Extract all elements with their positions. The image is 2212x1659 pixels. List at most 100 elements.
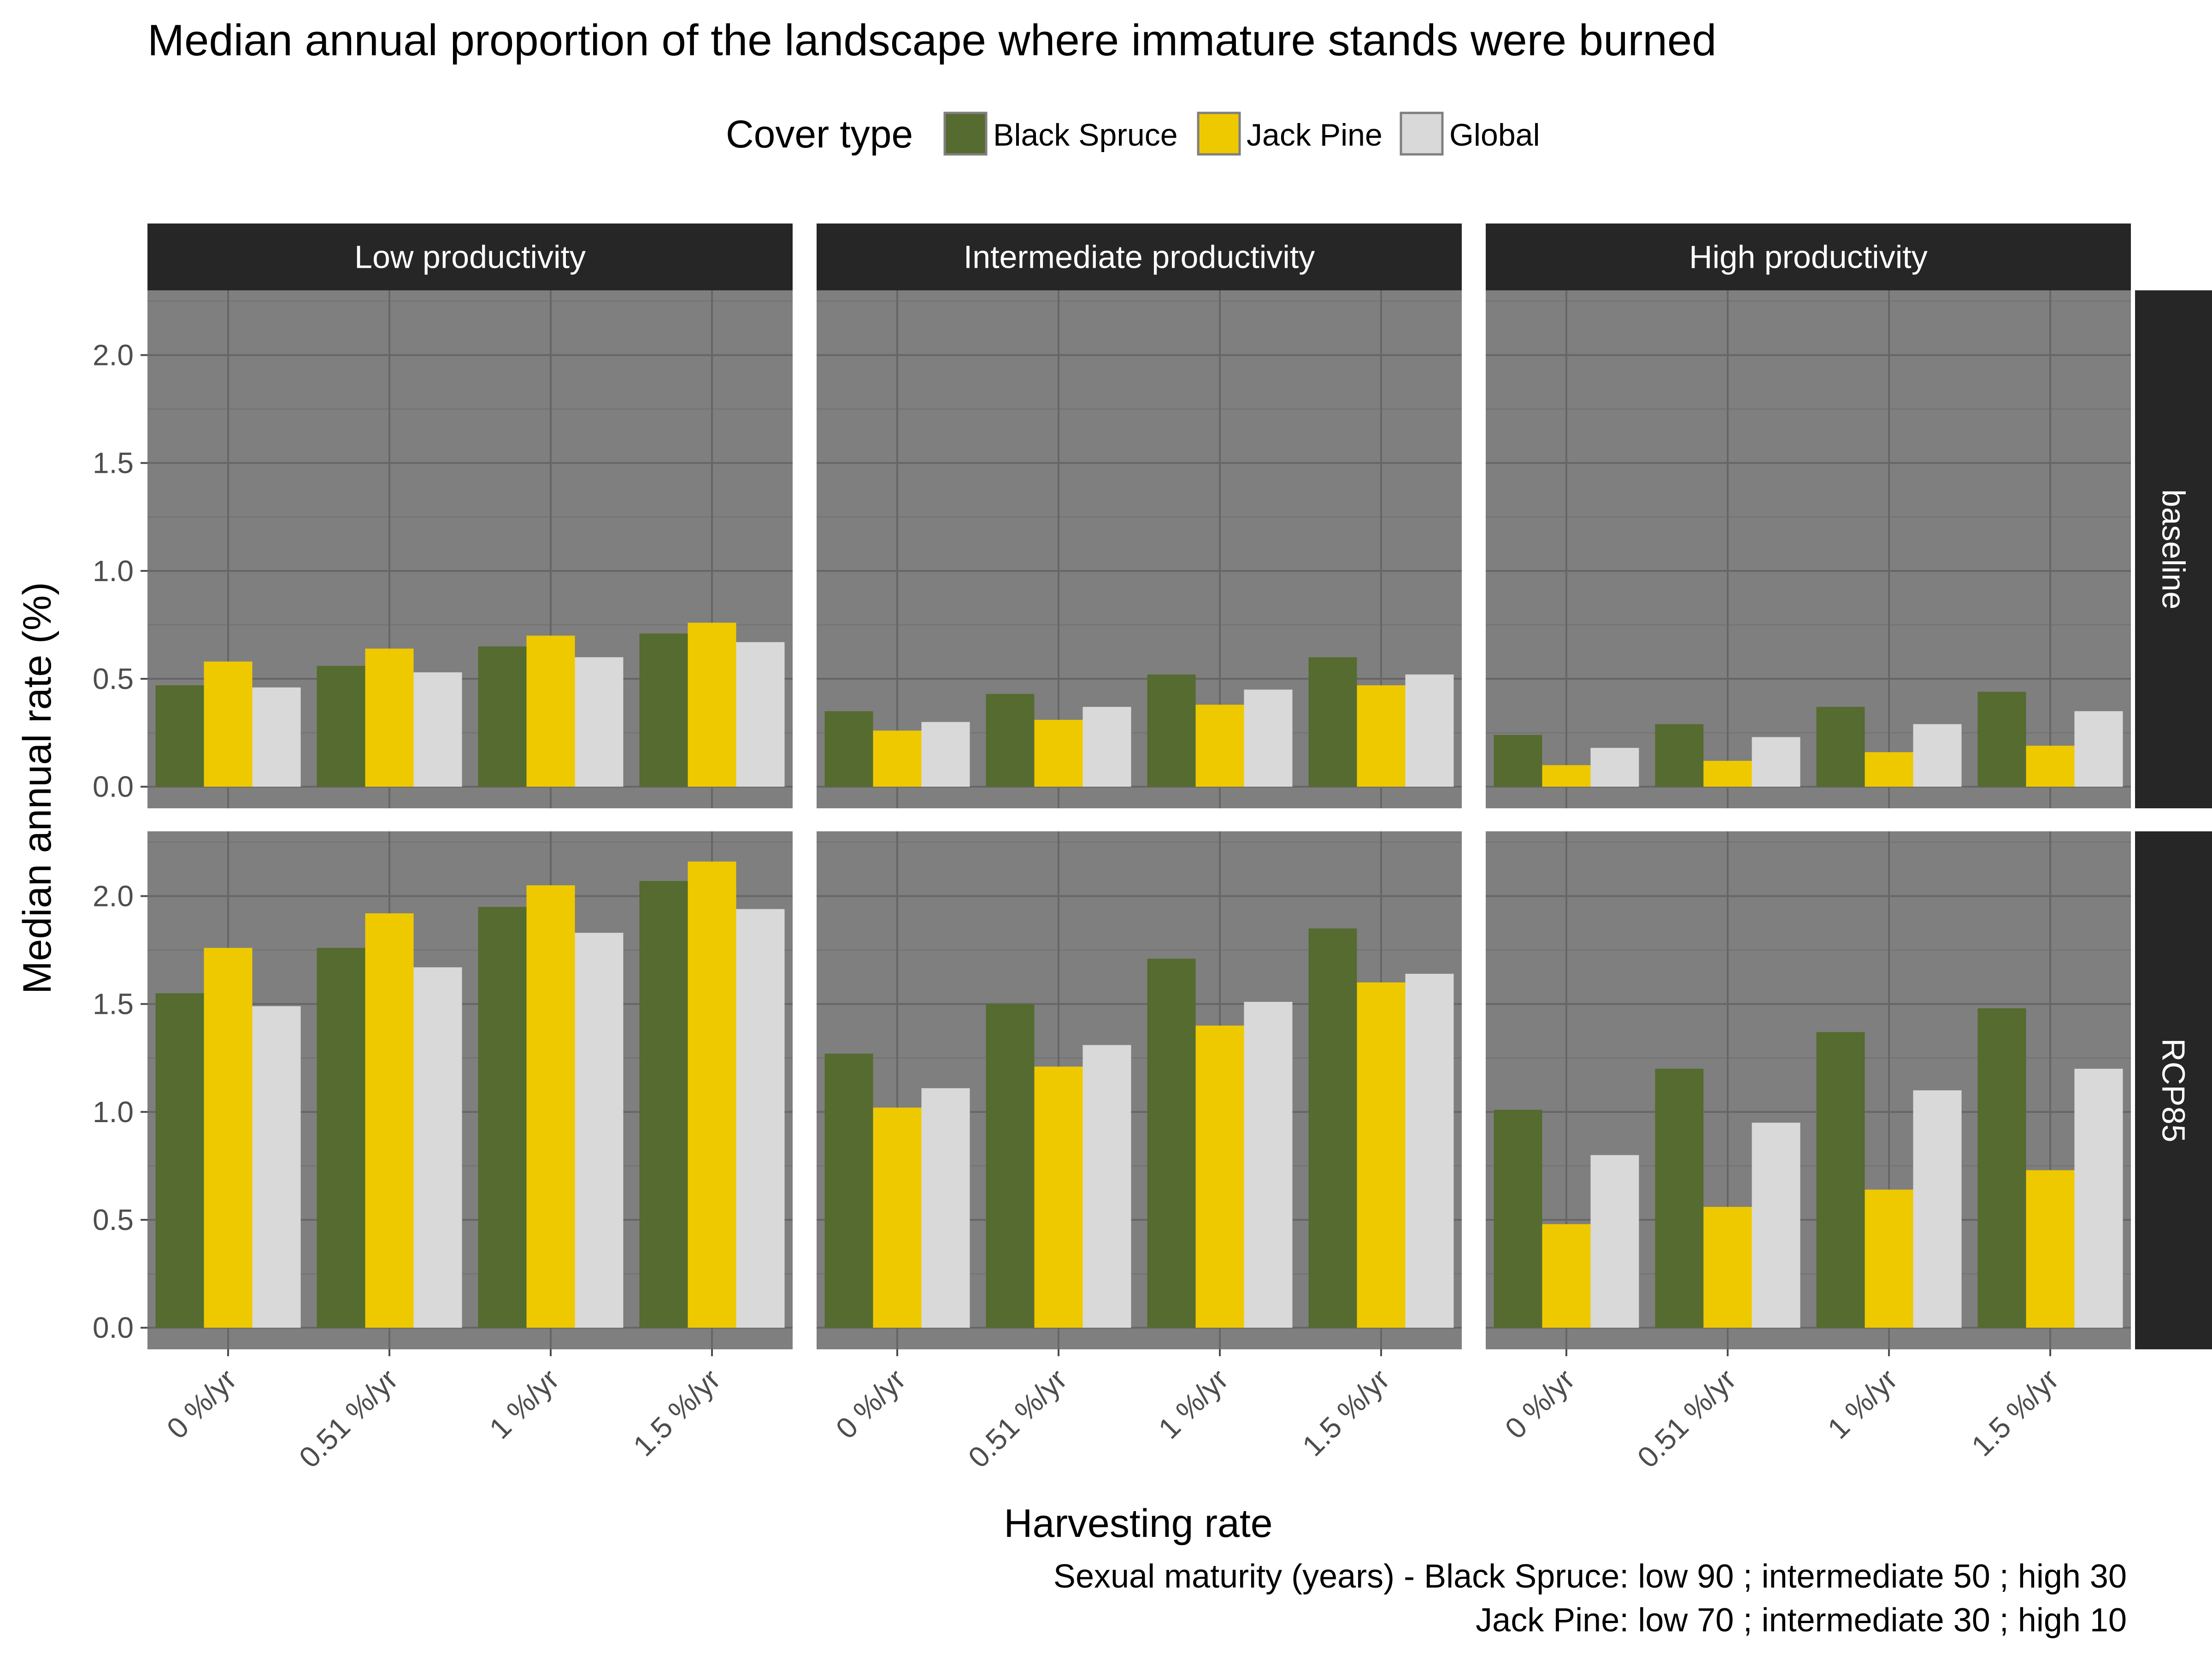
bar-jack-pine-1-5-yr — [2026, 746, 2075, 787]
bar-jack-pine-0-51-yr — [1034, 719, 1083, 787]
bar-global-0-yr — [252, 687, 301, 787]
y-tick-label: 2.0 — [93, 339, 134, 372]
bar-black-spruce-1-5-yr — [1308, 657, 1357, 787]
strip-label-baseline: baseline — [2156, 489, 2192, 610]
legend-label-global: Global — [1449, 118, 1540, 153]
y-tick-label: 0.5 — [93, 662, 134, 695]
bar-black-spruce-1-yr — [1147, 959, 1196, 1328]
y-tick-label: 2.0 — [93, 880, 134, 913]
bar-black-spruce-0-yr — [1494, 735, 1542, 787]
bar-global-0-51-yr — [1752, 1123, 1800, 1328]
bar-jack-pine-0-51-yr — [1034, 1066, 1083, 1328]
bar-global-1-yr — [575, 933, 624, 1328]
bar-black-spruce-1-yr — [478, 906, 527, 1328]
bar-jack-pine-0-yr — [1542, 765, 1591, 787]
bar-global-1-yr — [1913, 1090, 1962, 1328]
bar-jack-pine-0-51-yr — [365, 913, 414, 1328]
panel-rcp85-intermediate-productivity: 0 %/yr 0.51 %/yr 1 %/yr 1.5 %/yr — [817, 831, 1462, 1474]
bar-jack-pine-1-5-yr — [1357, 685, 1406, 787]
bar-global-1-5-yr — [1405, 974, 1454, 1328]
bar-global-0-51-yr — [1082, 1045, 1131, 1328]
bar-black-spruce-0-yr — [1494, 1110, 1542, 1328]
bar-black-spruce-1-5-yr — [639, 633, 688, 787]
bar-black-spruce-0-yr — [824, 1053, 873, 1328]
panel-background — [1486, 290, 2131, 808]
bar-black-spruce-0-51-yr — [317, 665, 365, 787]
bar-jack-pine-1-yr — [526, 885, 575, 1328]
bar-jack-pine-0-51-yr — [365, 648, 414, 787]
bar-black-spruce-1-yr — [1816, 1032, 1865, 1328]
chart-title: Median annual proportion of the landscap… — [147, 16, 1717, 65]
bar-jack-pine-0-51-yr — [1703, 1206, 1752, 1328]
bar-global-0-51-yr — [413, 967, 462, 1328]
strip-label-rcp85: RCP85 — [2156, 1038, 2192, 1142]
x-tick-label: 1.5 %/yr — [1965, 1363, 2065, 1463]
legend: Cover type Black Spruce Jack Pine Global — [726, 112, 1540, 156]
panel-baseline-high-productivity — [1486, 290, 2131, 808]
legend-label-black-spruce: Black Spruce — [993, 118, 1178, 153]
bar-jack-pine-1-yr — [1195, 705, 1244, 787]
legend-key-global — [1400, 112, 1444, 156]
y-tick-label: 0.0 — [93, 1311, 134, 1344]
panel-rcp85-high-productivity: 0 %/yr 0.51 %/yr 1 %/yr 1.5 %/yr — [1486, 831, 2131, 1474]
bar-jack-pine-0-yr — [204, 947, 253, 1328]
x-tick-label: 0.51 %/yr — [962, 1363, 1073, 1474]
bar-black-spruce-1-5-yr — [639, 881, 688, 1328]
bar-global-1-5-yr — [1405, 674, 1454, 787]
bar-global-1-5-yr — [2074, 1069, 2123, 1328]
bar-jack-pine-0-yr — [873, 1107, 922, 1328]
bar-black-spruce-0-51-yr — [1655, 724, 1704, 787]
legend-title: Cover type — [726, 112, 913, 156]
bar-black-spruce-1-5-yr — [1977, 692, 2026, 787]
x-tick-label: 1 %/yr — [1821, 1363, 1904, 1445]
y-axis-title: Median annual rate (%) — [15, 582, 59, 994]
bar-jack-pine-0-yr — [204, 661, 253, 787]
bar-global-1-5-yr — [736, 909, 785, 1328]
bar-global-1-yr — [575, 657, 624, 787]
x-tick-label: 0 %/yr — [1499, 1363, 1581, 1445]
y-tick-label: 1.0 — [93, 554, 134, 588]
bar-jack-pine-1-yr — [1865, 1189, 1913, 1328]
bar-jack-pine-1-yr — [526, 635, 575, 787]
strip-label-high-productivity: High productivity — [1689, 239, 1927, 275]
strip-baseline — [2135, 290, 2212, 808]
bar-global-0-51-yr — [1752, 737, 1800, 787]
bar-global-1-yr — [1244, 1001, 1293, 1328]
bar-global-0-yr — [252, 1006, 301, 1328]
caption-line-1: Sexual maturity (years) - Black Spruce: … — [1053, 1558, 2127, 1595]
bar-black-spruce-0-51-yr — [317, 947, 365, 1328]
x-tick-label: 0.51 %/yr — [1631, 1363, 1742, 1474]
bar-global-0-51-yr — [413, 672, 462, 787]
x-tick-label: 0 %/yr — [160, 1363, 243, 1445]
bar-black-spruce-1-yr — [1147, 674, 1196, 787]
y-tick-label: 1.0 — [93, 1095, 134, 1129]
panel-rcp85-low-productivity: 0.0 0.5 1.0 1.5 2.0 0 %/yr 0.51 %/yr 1 %/yr 1.5 … — [93, 831, 793, 1474]
bar-black-spruce-0-yr — [155, 993, 204, 1328]
bar-jack-pine-0-51-yr — [1703, 760, 1752, 787]
caption-line-2: Jack Pine: low 70 ; intermediate 30 ; hi… — [1476, 1602, 2127, 1639]
bar-jack-pine-1-yr — [1195, 1025, 1244, 1328]
bar-jack-pine-1-yr — [1865, 752, 1913, 787]
bar-global-0-yr — [921, 722, 970, 787]
x-axis-title: Harvesting rate — [1004, 1501, 1272, 1546]
bar-jack-pine-1-5-yr — [1357, 982, 1406, 1328]
strip-low-productivity — [147, 224, 793, 290]
bar-global-0-yr — [1590, 747, 1639, 787]
bar-global-1-yr — [1244, 689, 1293, 787]
panel-baseline-intermediate-productivity — [817, 290, 1462, 808]
y-tick-label: 1.5 — [93, 988, 134, 1021]
legend-key-jack-pine — [1197, 112, 1241, 156]
bar-black-spruce-0-yr — [824, 711, 873, 787]
x-tick-label: 1.5 %/yr — [627, 1363, 727, 1463]
y-tick-label: 0.0 — [93, 770, 134, 803]
bar-black-spruce-1-5-yr — [1977, 1008, 2026, 1328]
bar-global-1-5-yr — [2074, 711, 2123, 787]
bar-global-0-yr — [1590, 1155, 1639, 1328]
x-tick-label: 0 %/yr — [830, 1363, 912, 1445]
strip-high-productivity — [1486, 224, 2131, 290]
y-tick-label: 0.5 — [93, 1203, 134, 1236]
strip-label-intermediate-productivity: Intermediate productivity — [964, 239, 1315, 275]
bar-black-spruce-1-yr — [478, 646, 527, 787]
